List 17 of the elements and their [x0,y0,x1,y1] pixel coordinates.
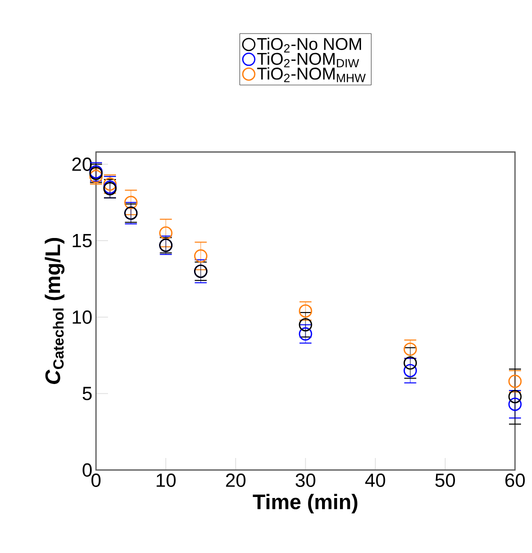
x-axis-title: Time (min) [252,494,358,514]
legend-label: TiO$_{2}$-No NOM [257,38,362,52]
x-tick-label: 60 [505,474,525,487]
y-axis-title: C$_{Catechol}$ (mg/L) [44,238,64,384]
legend-label: TiO$_{2}$-NOM$_{MHW}$ [257,67,366,82]
y-tick-label: 15 [72,234,92,248]
x-tick-label: 10 [156,474,176,487]
legend-label: TiO$_{2}$-NOM$_{DIW}$ [257,52,360,68]
x-tick-label: 30 [296,474,316,487]
y-tick-label: 10 [72,310,92,324]
x-tick-label: 20 [226,474,246,487]
x-tick-label: 40 [365,474,386,487]
x-tick-label: 50 [435,474,455,487]
x-tick-label: 0 [91,474,101,487]
y-tick-label: 0 [82,463,92,477]
y-tick-label: 20 [72,158,92,171]
y-tick-label: 5 [82,386,92,400]
